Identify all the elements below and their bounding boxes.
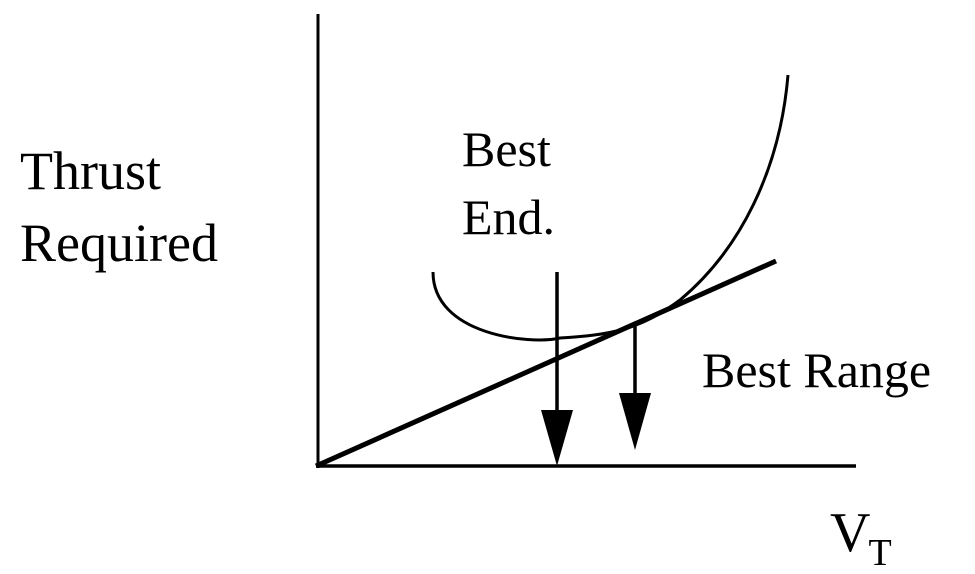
best-range-arrowhead	[619, 393, 651, 450]
y-axis-label-line1: Thrust	[20, 141, 161, 201]
x-axis-label: VT	[830, 502, 894, 572]
y-axis-label-line2: Required	[20, 213, 218, 273]
tangent-line	[314, 258, 778, 469]
best-endurance-arrowhead	[541, 410, 573, 466]
best-range-label: Best Range	[702, 342, 932, 398]
x-axis-label-subscript: T	[868, 532, 892, 574]
best-endurance-label-line2: End.	[462, 189, 556, 245]
x-axis-label-main: V	[830, 502, 871, 564]
best-endurance-label-line1: Best	[462, 121, 551, 177]
